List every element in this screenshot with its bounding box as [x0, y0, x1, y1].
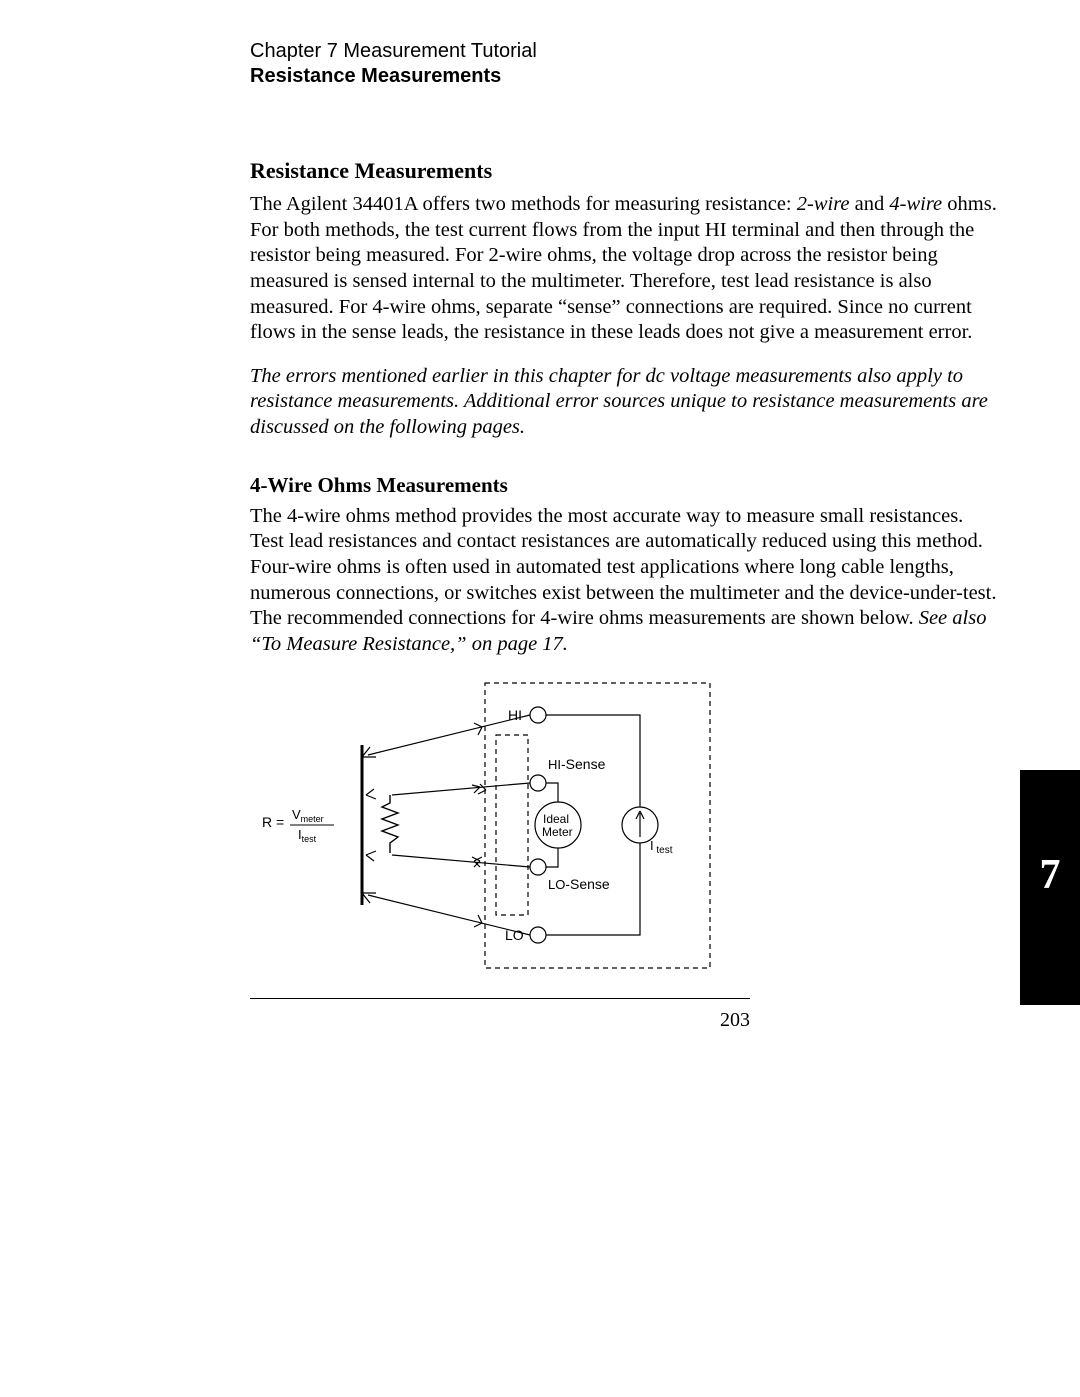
section-heading-2: 4-Wire Ohms Measurements — [250, 473, 1000, 498]
footer-rule — [250, 998, 750, 999]
formula-R: R = — [262, 814, 284, 830]
svg-text:LO-Sense: LO-Sense — [548, 876, 610, 892]
para1-em1: 2-wire — [797, 193, 850, 215]
label-lo-sense: LO — [548, 877, 565, 892]
label-meter: Meter — [542, 825, 573, 839]
formula-v: V — [292, 807, 301, 822]
formula-i-sub: test — [302, 834, 317, 844]
svg-text:HI-Sense: HI-Sense — [548, 756, 606, 772]
chapter-subtitle: Resistance Measurements — [250, 65, 1000, 88]
svg-text:Itest: Itest — [298, 827, 317, 844]
chapter-tab: 7 — [1020, 770, 1080, 1005]
para1-em2: 4-wire — [889, 193, 942, 215]
section-heading-1: Resistance Measurements — [250, 158, 1000, 184]
label-lo: LO — [505, 927, 524, 943]
section1-para1: The Agilent 34401A offers two methods fo… — [250, 192, 1000, 346]
chapter-tab-number: 7 — [1040, 851, 1061, 899]
label-ideal: Ideal — [543, 812, 569, 826]
para2-main: The 4-wire ohms method provides the most… — [250, 505, 996, 630]
page-number: 203 — [250, 1009, 750, 1032]
page-content: Chapter 7 Measurement Tutorial Resistanc… — [0, 0, 1080, 1032]
label-lo-sense-suffix: -Sense — [565, 876, 610, 892]
section2-para1: The 4-wire ohms method provides the most… — [250, 504, 1000, 658]
section1-para2: The errors mentioned earlier in this cha… — [250, 364, 1000, 441]
label-hi-sense-suffix: -Sense — [561, 756, 606, 772]
svg-text:Vmeter: Vmeter — [292, 807, 324, 824]
label-hi: HI — [508, 707, 522, 723]
para1-pre: The Agilent 34401A offers two methods fo… — [250, 193, 797, 215]
diagram: R = Vmeter Itest HI HI-Sense Ideal Meter… — [260, 675, 1000, 980]
para1-post: ohms. For both methods, the test current… — [250, 193, 997, 343]
para1-mid: and — [850, 193, 890, 215]
label-i-test-sub: test — [654, 845, 673, 856]
svg-text:I test: I test — [650, 838, 673, 856]
chapter-line: Chapter 7 Measurement Tutorial — [250, 40, 1000, 63]
label-hi-sense: HI — [548, 757, 561, 772]
formula-v-sub: meter — [301, 814, 324, 824]
